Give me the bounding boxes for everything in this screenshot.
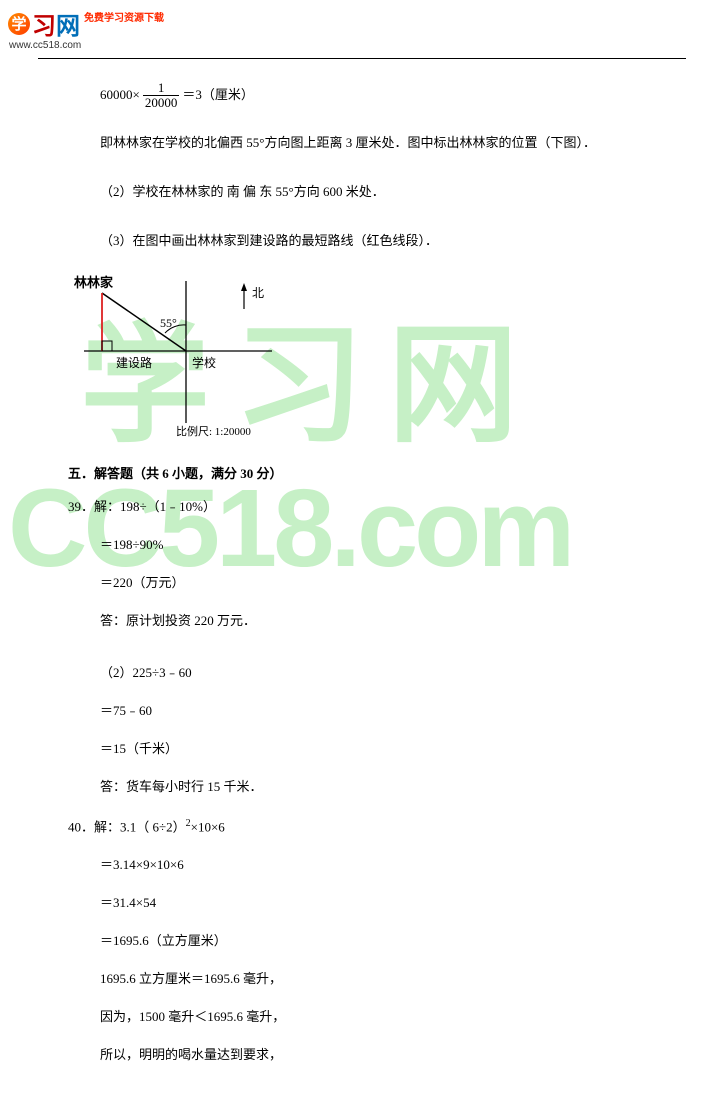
q40-line-b: ＝3.14×9×10×6 [100,854,666,876]
q39-line-b: ＝198÷90% [100,534,666,556]
fig-road: 建设路 [116,355,152,370]
section-5-heading: 五．解答题（共 6 小题，满分 30 分） [68,463,666,482]
q40a-pre: 40．解：3.1（ 6÷2） [68,819,186,834]
q40a-post: ×10×6 [191,819,225,834]
eq1-post: ＝3（厘米） [182,87,254,102]
fig-north: 北 [252,286,264,300]
page-body: 60000×120000＝3（厘米） 即林林家在学校的北偏西 55°方向图上距离… [0,0,724,1103]
logo-xi: 习 [32,6,56,41]
q39-line-g: ＝15（千米） [100,738,666,760]
diagram-svg: 55° 林林家 北 建设路 学校 比例尺: 1:20000 [66,273,276,441]
q40-line-f: 因为，1500 毫升＜1695.6 毫升， [100,1006,666,1028]
q40-line-c: ＝31.4×54 [100,892,666,914]
logo-subtitle: 免费学习资源下载 [84,9,164,24]
logo-circle: 学 [8,13,30,35]
logo-wang: 网 [56,6,80,41]
fig-linlin: 林林家 [74,275,114,290]
equation-line-1: 60000×120000＝3（厘米） [100,81,666,111]
q39-line-f: ＝75﹣60 [100,700,666,722]
q40-line-d: ＝1695.6（立方厘米） [100,930,666,952]
fraction: 120000 [143,81,180,111]
q39-line-h: 答：货车每小时行 15 千米． [100,776,666,798]
diagram-figure: 55° 林林家 北 建设路 学校 比例尺: 1:20000 [66,273,276,445]
q40-line-g: 所以，明明的喝水量达到要求， [100,1044,666,1066]
text-line-4: （3）在图中画出林林家到建设路的最短路线（红色线段）． [100,229,666,252]
q39-line-d: 答：原计划投资 220 万元． [100,610,666,632]
q39-line-e: （2）225÷3﹣60 [100,662,666,684]
q39-line-a: 39．解：198÷（1﹣10%） [68,496,666,518]
text-line-2: 即林林家在学校的北偏西 55°方向图上距离 3 厘米处．图中标出林林家的位置（下… [100,131,666,154]
q39-line-c: ＝220（万元） [100,572,666,594]
fig-angle: 55° [160,316,177,330]
site-logo: 学习网 免费学习资源下载 www.cc518.com [8,6,164,51]
q40-line-a: 40．解：3.1（ 6÷2）2×10×6 [68,815,666,838]
fraction-num: 1 [143,81,180,96]
fig-scale: 比例尺: 1:20000 [176,424,251,438]
eq1-pre: 60000× [100,87,140,102]
content-area: 60000×120000＝3（厘米） 即林林家在学校的北偏西 55°方向图上距离… [38,81,686,1067]
q40-line-e: 1695.6 立方厘米＝1695.6 毫升， [100,968,666,990]
fraction-den: 20000 [143,96,180,110]
text-line-3: （2）学校在林林家的 南 偏 东 55°方向 600 米处． [100,180,666,203]
logo-url: www.cc518.com [9,40,164,51]
top-rule [38,58,686,59]
fig-school: 学校 [192,355,216,370]
